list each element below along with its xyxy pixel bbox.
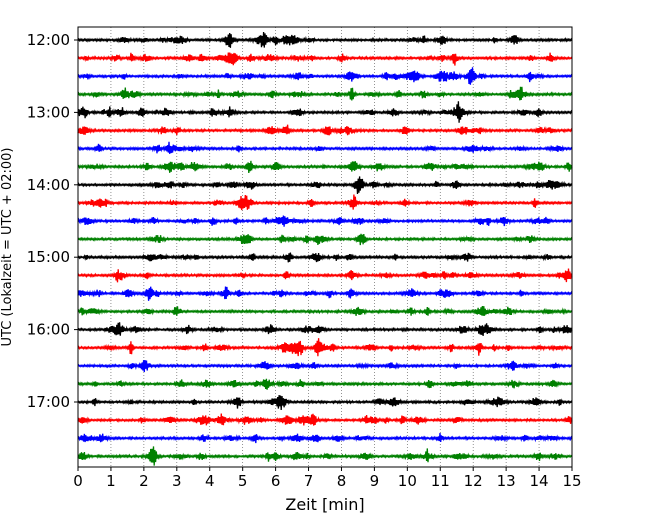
y-tick-label: 15:00 [27, 248, 70, 266]
y-tick-label: 13:00 [27, 103, 70, 121]
x-tick-label: 7 [304, 472, 314, 490]
x-tick-label: 10 [398, 472, 417, 490]
x-tick-label: 9 [370, 472, 380, 490]
trace-line [77, 413, 573, 426]
seismogram-traces [77, 31, 573, 466]
x-tick-label: 12 [464, 472, 483, 490]
trace-line [77, 338, 573, 357]
trace-line [77, 233, 573, 246]
x-tick-label: 15 [562, 472, 581, 490]
trace-line [77, 141, 573, 154]
x-axis-ticks: 0 1 2 3 4 5 6 7 8 9 10 11 12 13 14 15 [73, 467, 582, 490]
x-tick-label: 11 [431, 472, 450, 490]
x-tick-label: 6 [271, 472, 281, 490]
trace-line [77, 52, 573, 66]
y-tick-label: 14:00 [27, 176, 70, 194]
x-tick-label: 2 [139, 472, 149, 490]
trace-line [77, 306, 573, 316]
trace-line [77, 101, 573, 123]
x-tick-label: 1 [106, 472, 116, 490]
plot-frame [77, 26, 573, 468]
trace-line [77, 31, 573, 48]
x-tick-label: 13 [497, 472, 516, 490]
x-tick-label: 8 [337, 472, 347, 490]
x-axis-label: Zeit [min] [285, 495, 364, 514]
y-axis-label: UTC (Lokalzeit = UTC + 02:00) [0, 148, 15, 347]
trace-line [77, 160, 573, 173]
trace-line [77, 86, 573, 101]
trace-line [77, 395, 573, 410]
trace-line [77, 446, 573, 466]
trace-line [77, 215, 573, 227]
trace-line [77, 67, 573, 85]
trace-line [77, 432, 573, 444]
trace-line [77, 252, 573, 263]
y-tick-label: 17:00 [27, 393, 70, 411]
y-axis-ticks: 12:00 13:00 14:00 15:00 16:00 17:00 [27, 31, 78, 411]
trace-line [77, 194, 573, 211]
y-tick-label: 12:00 [27, 31, 70, 49]
x-tick-label: 5 [238, 472, 248, 490]
trace-line [77, 322, 573, 336]
trace-line [77, 286, 573, 301]
y-tick-label: 16:00 [27, 321, 70, 339]
trace-line [77, 176, 573, 195]
x-tick-label: 3 [172, 472, 182, 490]
trace-line [77, 268, 573, 283]
x-tick-label: 0 [73, 472, 83, 490]
x-tick-label: 4 [205, 472, 215, 490]
trace-line [77, 360, 573, 373]
x-tick-label: 14 [530, 472, 549, 490]
trace-line [77, 378, 573, 390]
trace-line [77, 124, 573, 136]
grid-lines [110, 27, 540, 467]
